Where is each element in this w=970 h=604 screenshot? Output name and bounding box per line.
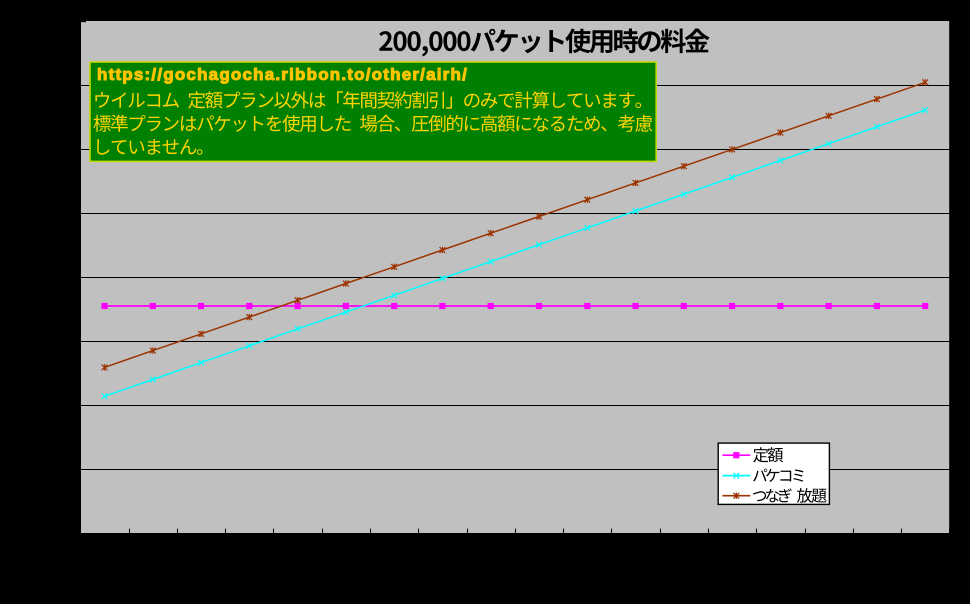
svg-text:https://gochagocha.ribbon.to/o: https://gochagocha.ribbon.to/other/airh/ — [97, 65, 468, 84]
